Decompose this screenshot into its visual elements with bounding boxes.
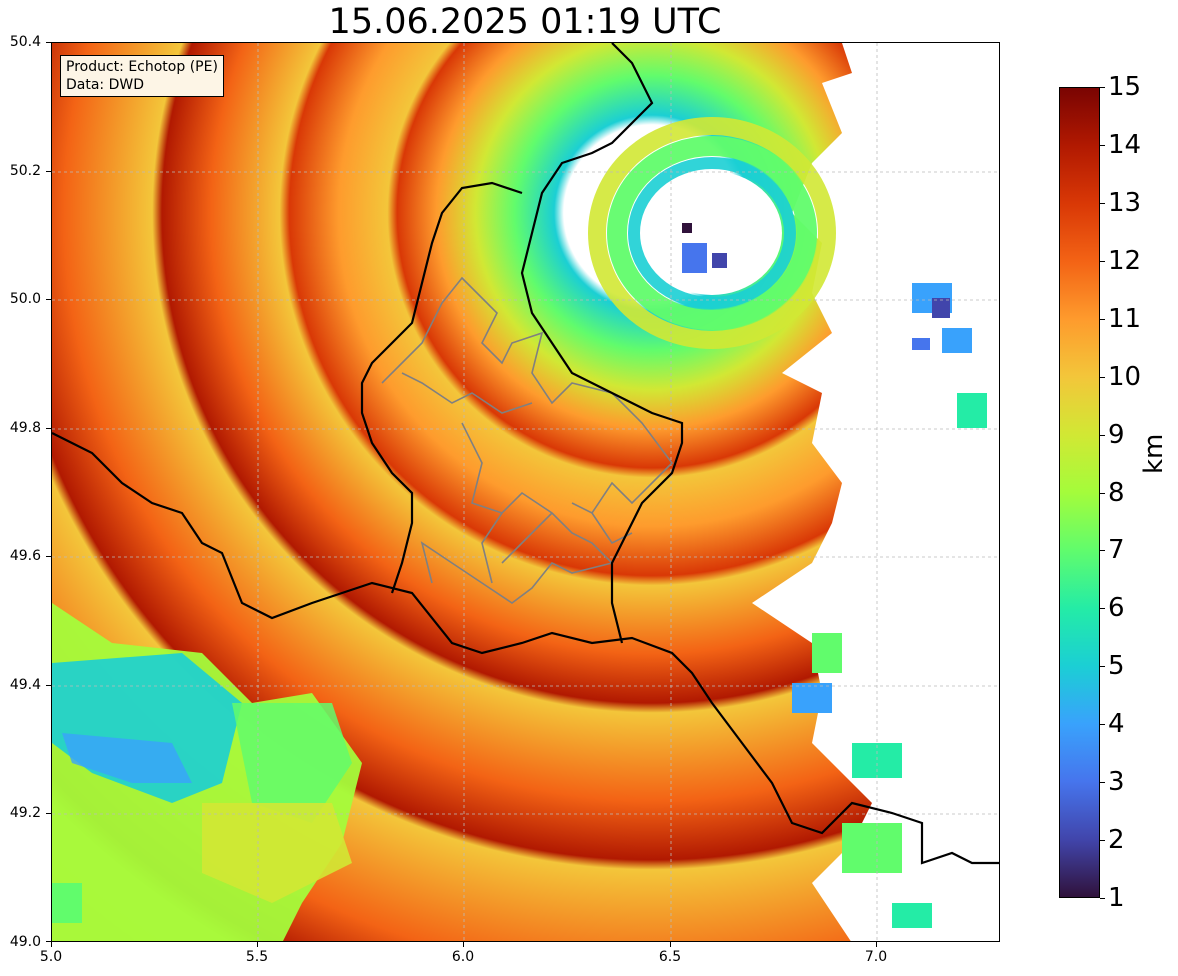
colorbar-tick-label: 13 bbox=[1108, 187, 1142, 218]
colorbar-tick-mark bbox=[1100, 898, 1105, 899]
colorbar-tick-label: 4 bbox=[1108, 709, 1125, 740]
lon-tick-label: 6.5 bbox=[658, 949, 682, 965]
lon-tick-label: 6.0 bbox=[451, 949, 475, 965]
colorbar-tick-label: 8 bbox=[1108, 477, 1125, 508]
lon-tick-mark bbox=[51, 942, 52, 947]
colorbar-tick-mark bbox=[1100, 376, 1105, 378]
lon-tick-mark bbox=[876, 942, 877, 947]
colorbar-tick-mark bbox=[1100, 87, 1105, 88]
colorbar-unit-label: km bbox=[1139, 433, 1169, 474]
colorbar-tick-mark bbox=[1100, 666, 1105, 668]
lat-tick-label: 50.4 bbox=[9, 34, 41, 50]
lon-tick-mark bbox=[463, 942, 464, 947]
lat-tick-mark bbox=[46, 556, 51, 557]
lon-tick-label: 5.5 bbox=[245, 949, 269, 965]
colorbar-tick-mark bbox=[1100, 318, 1105, 320]
product-label: Product: Echotop (PE) bbox=[66, 59, 218, 75]
colorbar-tick-label: 11 bbox=[1108, 303, 1142, 334]
colorbar-tick-label: 2 bbox=[1108, 825, 1125, 856]
colorbar-tick-label: 1 bbox=[1108, 883, 1125, 913]
colorbar-tick-label: 12 bbox=[1108, 245, 1142, 276]
lon-tick-label: 7.0 bbox=[864, 949, 888, 965]
lat-tick-label: 49.4 bbox=[9, 677, 41, 693]
lon-tick-mark bbox=[670, 942, 671, 947]
map-canvas bbox=[52, 43, 999, 941]
colorbar bbox=[1059, 87, 1100, 898]
colorbar-tick-mark bbox=[1100, 608, 1105, 610]
colorbar-tick-mark bbox=[1100, 840, 1105, 842]
colorbar-tick-mark bbox=[1100, 492, 1105, 494]
lat-tick-mark bbox=[46, 428, 51, 429]
radar-map[interactable] bbox=[51, 42, 1000, 942]
lat-tick-label: 49.2 bbox=[9, 805, 41, 821]
colorbar-tick-mark bbox=[1100, 550, 1105, 552]
country-borders bbox=[52, 43, 999, 865]
colorbar-tick-label: 15 bbox=[1108, 72, 1142, 102]
colorbar-tick-label: 6 bbox=[1108, 593, 1125, 624]
colorbar-tick-label: 5 bbox=[1108, 651, 1125, 682]
lat-tick-mark bbox=[46, 42, 51, 43]
lat-tick-mark bbox=[46, 941, 51, 942]
colorbar-tick-mark bbox=[1100, 260, 1105, 262]
colorbar-tick-mark bbox=[1100, 202, 1105, 204]
lat-tick-label: 49.6 bbox=[9, 548, 41, 564]
lat-tick-mark bbox=[46, 813, 51, 814]
lat-tick-mark bbox=[46, 299, 51, 300]
map-title: 15.06.2025 01:19 UTC bbox=[328, 2, 722, 42]
colorbar-tick-label: 3 bbox=[1108, 767, 1125, 798]
colorbar-tick-label: 9 bbox=[1108, 419, 1125, 450]
colorbar-tick-mark bbox=[1100, 724, 1105, 726]
lat-tick-label: 50.2 bbox=[9, 163, 41, 179]
colorbar-tick-mark bbox=[1100, 144, 1105, 146]
lon-tick-label: 5.0 bbox=[39, 949, 63, 965]
colorbar-tick-mark bbox=[1100, 434, 1105, 436]
lat-tick-mark bbox=[46, 685, 51, 686]
data-source-label: Data: DWD bbox=[66, 77, 144, 93]
lon-tick-mark bbox=[257, 942, 258, 947]
product-info-box: Product: Echotop (PE) Data: DWD bbox=[60, 55, 224, 97]
lat-tick-label: 49.0 bbox=[9, 934, 41, 950]
lat-tick-label: 49.8 bbox=[9, 420, 41, 436]
lat-tick-label: 50.0 bbox=[9, 291, 41, 307]
colorbar-tick-label: 7 bbox=[1108, 535, 1125, 566]
echotop-field bbox=[52, 43, 999, 941]
colorbar-tick-mark bbox=[1100, 782, 1105, 784]
gridlines bbox=[52, 43, 999, 941]
colorbar-tick-label: 10 bbox=[1108, 361, 1142, 392]
lat-tick-mark bbox=[46, 171, 51, 172]
colorbar-tick-label: 14 bbox=[1108, 129, 1142, 160]
